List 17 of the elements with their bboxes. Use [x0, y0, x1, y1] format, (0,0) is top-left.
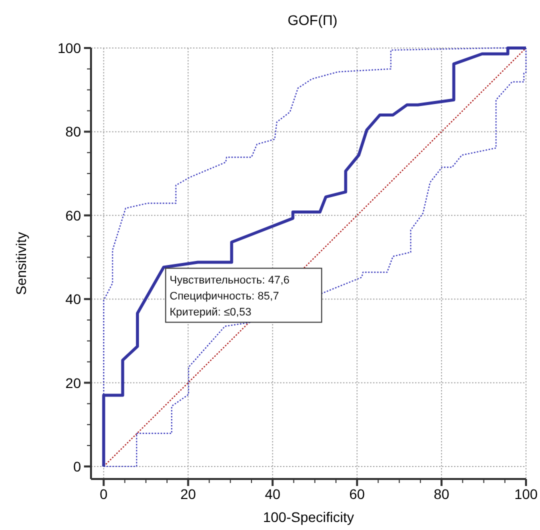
y-axis-title: Sensitivity	[13, 232, 29, 296]
x-tick-label: 20	[180, 486, 196, 502]
y-tick-label: 60	[65, 207, 82, 224]
x-tick-label: 60	[349, 486, 366, 502]
x-tick-label: 0	[100, 486, 108, 502]
y-tick-label: 80	[65, 124, 82, 140]
tooltip-box: Чувствительность: 47,6 Специфичность: 85,7 Критерий: ≤0,53	[165, 268, 322, 323]
y-tick-label: 100	[58, 40, 82, 56]
y-tick-label: 20	[65, 374, 82, 391]
annotation: Чувствительность: 47,6 Специфичность: 85,7 Критерий: ≤0,53	[170, 274, 290, 318]
chart-title: GOF(П)	[288, 12, 338, 28]
y-tick-label: 0	[73, 458, 82, 474]
x-tick-label: 100	[514, 486, 538, 502]
x-tick-label: 80	[434, 486, 450, 502]
x-tick-label: 40	[264, 486, 281, 502]
x-axis-title: 100-Specificity	[262, 509, 354, 525]
y-tick-label: 40	[65, 291, 82, 308]
